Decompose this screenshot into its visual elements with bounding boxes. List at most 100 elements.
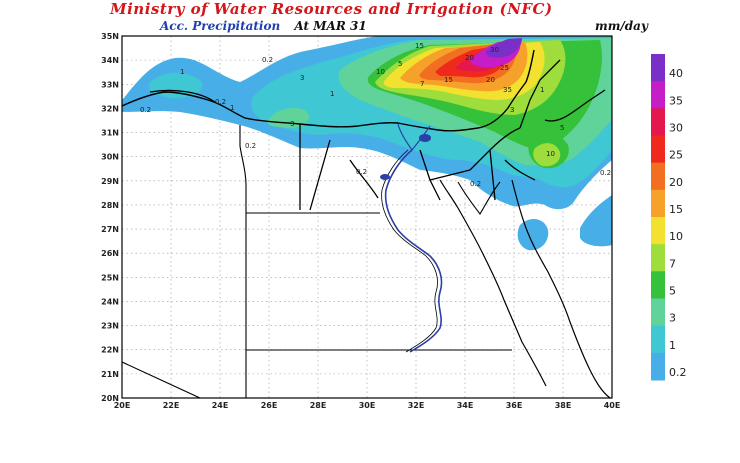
longitude-axis-labels: 20E 22E 24E 26E 28E 30E 32E 34E 36E 38E 40E bbox=[114, 401, 621, 410]
map-title: Ministry of Water Resources and Irrigati… bbox=[110, 0, 553, 18]
contour-label: 3 bbox=[510, 106, 514, 114]
legend-label: 30 bbox=[669, 121, 683, 134]
legend-swatch bbox=[651, 189, 665, 218]
legend-label: 10 bbox=[669, 230, 683, 243]
contour-label: 0.2 bbox=[600, 169, 611, 177]
map-subtitle: Acc. Precipitation At MAR 31 bbox=[160, 19, 367, 33]
contour-label: 0.2 bbox=[356, 168, 367, 176]
lat-label: 22N bbox=[101, 346, 119, 355]
lat-label: 27N bbox=[101, 225, 119, 234]
contour-label: 0.2 bbox=[470, 180, 481, 188]
coastline-mediterranean bbox=[122, 49, 535, 132]
contour-label: 30 bbox=[490, 46, 499, 54]
legend-swatch bbox=[651, 352, 665, 381]
lat-label: 28N bbox=[101, 201, 119, 210]
latitude-axis-labels: 35N 34N 33N 32N 31N 30N 29N 28N 27N 26N 25N 24N 23N 2… bbox=[101, 32, 119, 403]
contour-label: 1 bbox=[540, 86, 544, 94]
contour-label: 1 bbox=[180, 68, 184, 76]
contour-label: 20 bbox=[465, 54, 474, 62]
lat-label: 30N bbox=[101, 153, 119, 162]
lon-label: 32E bbox=[408, 401, 425, 410]
contour-label: 25 bbox=[500, 64, 509, 72]
lat-label: 20N bbox=[101, 394, 119, 403]
lat-label: 34N bbox=[101, 56, 119, 65]
units-label: mm/day bbox=[595, 19, 648, 33]
lon-label: 24E bbox=[212, 401, 229, 410]
contour-label: 0.2 bbox=[245, 142, 256, 150]
lat-label: 33N bbox=[101, 80, 119, 89]
lat-label: 25N bbox=[101, 273, 119, 282]
legend-label: 5 bbox=[669, 284, 676, 297]
legend-label: 0.2 bbox=[669, 366, 687, 379]
contour-label: 0.2 bbox=[262, 56, 273, 64]
contour-label: 7 bbox=[420, 80, 424, 88]
contour-label: 20 bbox=[486, 76, 495, 84]
legend-swatch bbox=[651, 244, 665, 272]
contour-label: 10 bbox=[546, 150, 555, 158]
lake-qarun bbox=[380, 174, 390, 180]
contour-label: 1 bbox=[230, 104, 234, 112]
lat-label: 29N bbox=[101, 177, 119, 186]
legend-label: 20 bbox=[669, 176, 683, 189]
legend-label: 25 bbox=[669, 149, 683, 162]
legend-label: 40 bbox=[669, 67, 683, 80]
contour-label: 3 bbox=[300, 74, 304, 82]
lat-label: 23N bbox=[101, 322, 119, 331]
legend-swatch bbox=[651, 271, 665, 299]
legend-label: 7 bbox=[669, 257, 676, 270]
legend-colorbar: 40 35 30 25 20 15 10 7 5 3 1 0.2 bbox=[651, 54, 687, 381]
lake-nasser bbox=[419, 134, 431, 142]
contour-label: 5 bbox=[560, 124, 564, 132]
subtitle-field: Acc. Precipitation bbox=[160, 19, 281, 33]
nile-river bbox=[384, 149, 443, 353]
legend-label: 35 bbox=[669, 94, 683, 107]
border-chad-libya bbox=[122, 361, 201, 398]
nile-river-outline bbox=[381, 149, 438, 353]
legend-swatch bbox=[651, 217, 665, 245]
lon-label: 26E bbox=[261, 401, 278, 410]
coastline-red-sea-west bbox=[439, 179, 547, 387]
contour-label: 5 bbox=[398, 60, 402, 68]
precip-area-40mm bbox=[485, 38, 522, 58]
contour-label: 35 bbox=[503, 86, 512, 94]
legend-swatch bbox=[651, 162, 665, 191]
legend-label: 3 bbox=[669, 312, 676, 325]
lat-label: 21N bbox=[101, 370, 119, 379]
subtitle-date: At MAR 31 bbox=[294, 19, 367, 33]
lon-label: 36E bbox=[506, 401, 523, 410]
lat-label: 24N bbox=[101, 297, 119, 306]
legend-swatch bbox=[651, 54, 665, 82]
map-boundaries bbox=[122, 49, 611, 398]
contour-label: 3 bbox=[290, 120, 294, 128]
border-egypt-libya bbox=[239, 125, 247, 398]
legend-swatch bbox=[651, 135, 665, 164]
lon-label: 30E bbox=[359, 401, 376, 410]
contour-label: 15 bbox=[415, 42, 424, 50]
lon-label: 40E bbox=[604, 401, 621, 410]
lon-label: 20E bbox=[114, 401, 131, 410]
legend-swatch bbox=[651, 81, 665, 109]
legend-swatch bbox=[651, 298, 665, 327]
lat-label: 35N bbox=[101, 32, 119, 41]
precip-area-saudi bbox=[580, 195, 612, 247]
lat-label: 31N bbox=[101, 129, 119, 138]
legend-swatch bbox=[651, 108, 665, 136]
legend-label: 1 bbox=[669, 339, 676, 352]
contour-label: 15 bbox=[444, 76, 453, 84]
map-frame bbox=[121, 35, 613, 399]
precipitation-fill bbox=[122, 36, 612, 251]
coastline-red-sea-east bbox=[511, 179, 611, 398]
legend-label: 15 bbox=[669, 203, 683, 216]
legend-swatch bbox=[651, 325, 665, 354]
lon-label: 38E bbox=[555, 401, 572, 410]
lat-label: 32N bbox=[101, 104, 119, 113]
lon-label: 28E bbox=[310, 401, 327, 410]
lon-label: 34E bbox=[457, 401, 474, 410]
contour-label: 1 bbox=[330, 90, 334, 98]
lat-label: 26N bbox=[101, 249, 119, 258]
contour-label: 10 bbox=[376, 68, 385, 76]
contour-label: 0.2 bbox=[140, 106, 151, 114]
lon-label: 22E bbox=[163, 401, 180, 410]
